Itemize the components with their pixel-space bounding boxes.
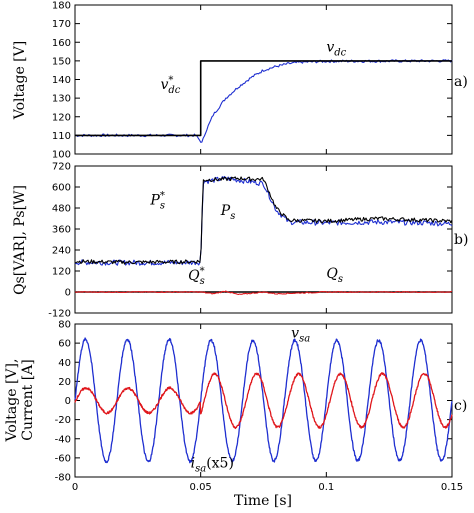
annotation-0-1: v* dc [160,75,180,96]
panel-b-label: b) [454,232,468,248]
y-tick-label: -40 [55,434,71,445]
y-tick-label: 130 [52,94,71,105]
y-tick-label: 110 [52,131,71,142]
annotation-1-1: Ps [220,203,236,222]
annotation-2-0: vsa [291,325,310,344]
series-vsa [74,337,453,464]
y-tick-label: 170 [52,19,71,30]
panel-c-ylabel-line1: Voltage [V], [4,359,20,443]
annotation-2-1: isa(x5) [191,455,234,474]
y-tick-label: 480 [52,204,71,215]
plot-b: -120 0 120 240 360 480 600 720 P* s Ps Q* s Qs [48,162,453,320]
y-tick-label: 0 [65,396,71,407]
annotation-0-0: vdc [326,40,346,59]
panel-a-label: a) [454,74,468,90]
y-tick-label: 160 [52,38,71,49]
y-tick-label: 120 [52,112,71,123]
y-tick-label: -60 [55,453,71,464]
y-tick-label: -80 [55,473,71,484]
y-tick-label: -20 [55,415,71,426]
panel-c-ylabel-line2: Current [A] [20,359,36,441]
x-tick-label: 0.15 [441,482,463,493]
y-tick-label: 0 [65,288,71,299]
annotation-1-2: Q* s [188,266,205,287]
y-tick-label: 100 [52,150,71,161]
y-tick-label: 60 [58,339,71,350]
y-tick-label: 600 [52,183,71,194]
x-tick-label: 0 [72,482,78,493]
panel-b-ylabel: Qs[VAR], Ps[W] [12,185,28,295]
annotation-1-0: P* s [149,191,165,212]
y-tick-label: -120 [48,309,71,320]
series-P*s [74,176,453,265]
y-tick-label: 20 [58,377,71,388]
plot-c: -80 -60 -40 -20 0 20 40 60 80 0 0.05 0.1 0.15 vsa isa(… [55,320,463,494]
y-tick-label: 140 [52,75,71,86]
y-tick-label: 120 [52,267,71,278]
x-axis-label: Time [s] [234,493,292,509]
panel-a-frame [74,4,453,155]
panel-b-frame [74,165,453,314]
y-tick-label: 240 [52,246,71,257]
x-tick-label: 0.05 [190,482,212,493]
x-tick-label: 0.1 [318,482,334,493]
y-tick-label: 40 [58,358,71,369]
series-v*dc [75,60,452,137]
plot-a: 100 110 120 130 140 150 160 170 180 vdc v* dc [52,1,453,161]
y-tick-label: 150 [52,56,71,67]
y-tick-label: 720 [52,162,71,173]
series-Qs [74,290,453,296]
panel-c-label: c) [454,398,467,414]
series-isa(x5) [74,372,453,430]
y-tick-label: 80 [58,320,71,331]
y-tick-label: 360 [52,225,71,236]
y-tick-label: 180 [52,1,71,12]
series-Ps [74,175,453,266]
series-vdc [74,59,453,143]
annotation-1-3: Qs [326,266,343,285]
panel-a-ylabel: Voltage [V] [12,41,28,120]
